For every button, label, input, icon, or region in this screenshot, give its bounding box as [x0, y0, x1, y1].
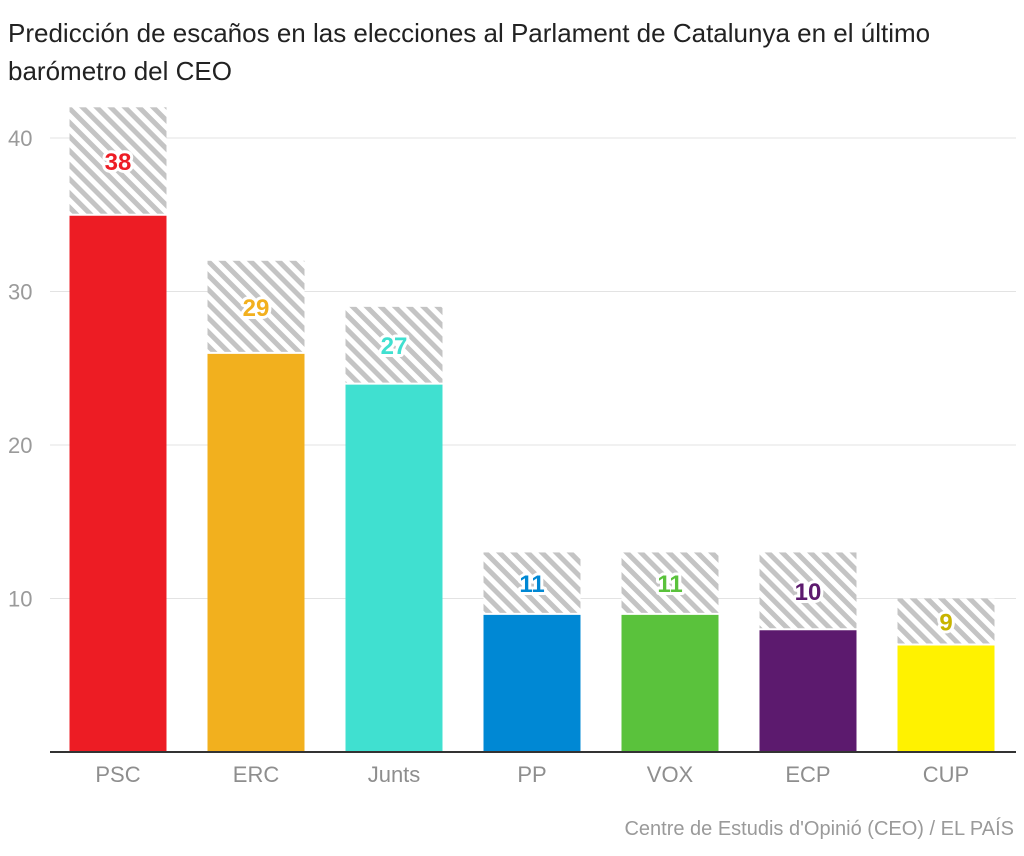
- data-label-vox: 11: [657, 571, 682, 598]
- data-label-psc: 38: [105, 149, 132, 176]
- range-bar-erc: [207, 260, 305, 353]
- data-label-pp: 11: [519, 571, 544, 598]
- x-tick-label-junts: Junts: [368, 762, 421, 787]
- chart-title: Predicción de escaños en las elecciones …: [8, 18, 931, 86]
- y-tick-label: 30: [8, 280, 32, 305]
- y-tick-label: 10: [8, 587, 32, 612]
- bar-erc: [207, 352, 305, 752]
- data-label-erc: 29: [243, 295, 270, 322]
- range-bar-pp: [483, 552, 581, 614]
- x-tick-label-psc: PSC: [95, 762, 140, 787]
- bar-ecp: [759, 629, 857, 752]
- range-bar-ecp: [759, 552, 857, 630]
- source-note: Centre de Estudis d'Opinió (CEO) / EL PA…: [624, 818, 1014, 840]
- bar-pp: [483, 613, 581, 752]
- bar-vox: [621, 613, 719, 752]
- range-bar-vox: [621, 552, 719, 614]
- x-tick-label-pp: PP: [517, 762, 546, 787]
- data-label-junts: 27: [381, 333, 408, 360]
- range-bar-psc: [69, 107, 167, 215]
- range-bar-junts: [345, 306, 443, 384]
- data-label-ecp: 10: [795, 579, 822, 606]
- x-tick-label-ecp: ECP: [785, 762, 830, 787]
- data-labels: 38 29 27 11 11 10 9: [102, 146, 956, 640]
- bar-junts: [345, 383, 443, 752]
- range-bar-cup: [897, 598, 995, 645]
- y-tick-label: 20: [8, 433, 32, 458]
- y-tick-label: 40: [8, 126, 32, 151]
- y-axis: 10 20 30 40: [8, 126, 32, 612]
- gridlines: [50, 137, 1016, 599]
- bars: [69, 107, 995, 752]
- bar-psc: [69, 214, 167, 752]
- x-tick-label-erc: ERC: [233, 762, 280, 787]
- x-axis: PSC ERC Junts PP VOX ECP CUP: [95, 762, 969, 787]
- data-label-cup: 9: [939, 610, 952, 637]
- bar-cup: [897, 644, 995, 752]
- x-tick-label-vox: VOX: [647, 762, 694, 787]
- x-tick-label-cup: CUP: [923, 762, 969, 787]
